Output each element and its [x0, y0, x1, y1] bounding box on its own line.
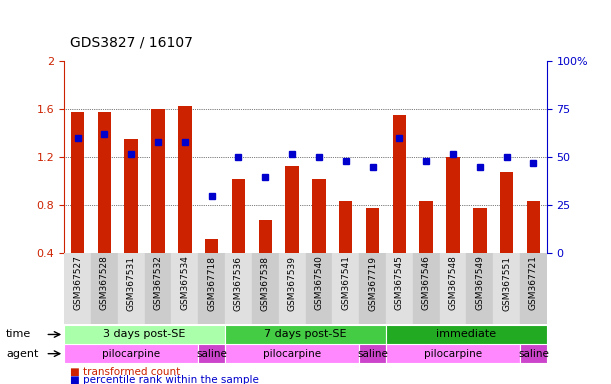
FancyBboxPatch shape: [225, 344, 359, 363]
Bar: [466, 253, 493, 324]
Bar: [332, 253, 359, 324]
Bar: [178, 106, 191, 253]
Bar: [420, 200, 433, 253]
Bar: [493, 253, 520, 324]
Bar: [359, 253, 386, 324]
Bar: [500, 172, 513, 253]
Text: GSM367536: GSM367536: [234, 256, 243, 311]
Bar: [118, 253, 145, 324]
Text: pilocarpine: pilocarpine: [102, 349, 160, 359]
FancyBboxPatch shape: [225, 325, 386, 344]
Text: GSM367538: GSM367538: [261, 256, 270, 311]
Text: pilocarpine: pilocarpine: [263, 349, 321, 359]
Text: GSM367541: GSM367541: [341, 256, 350, 310]
Bar: [64, 253, 91, 324]
Bar: [446, 157, 459, 253]
Bar: [312, 179, 326, 253]
Bar: [393, 116, 406, 253]
Text: GSM367549: GSM367549: [475, 256, 485, 310]
Text: GSM367534: GSM367534: [180, 256, 189, 310]
Bar: [125, 139, 138, 253]
Text: 3 days post-SE: 3 days post-SE: [103, 329, 186, 339]
FancyBboxPatch shape: [198, 344, 225, 363]
Bar: [225, 253, 252, 324]
Bar: [98, 112, 111, 253]
Text: agent: agent: [6, 349, 38, 359]
Bar: [172, 253, 198, 324]
Text: GSM367527: GSM367527: [73, 256, 82, 310]
FancyBboxPatch shape: [386, 344, 520, 363]
FancyBboxPatch shape: [386, 325, 547, 344]
Bar: [386, 253, 413, 324]
Text: GSM367531: GSM367531: [126, 256, 136, 311]
Bar: [252, 253, 279, 324]
Bar: [306, 253, 332, 324]
FancyBboxPatch shape: [359, 344, 386, 363]
FancyBboxPatch shape: [64, 344, 198, 363]
Text: GSM367546: GSM367546: [422, 256, 431, 310]
Bar: [285, 166, 299, 253]
Bar: [439, 253, 466, 324]
Text: GSM367719: GSM367719: [368, 256, 377, 311]
Bar: [527, 200, 540, 253]
Text: GDS3827 / 16107: GDS3827 / 16107: [70, 35, 193, 49]
Text: immediate: immediate: [436, 329, 497, 339]
Bar: [258, 220, 272, 253]
Text: GSM367545: GSM367545: [395, 256, 404, 310]
Text: GSM367532: GSM367532: [153, 256, 163, 310]
Bar: [366, 208, 379, 253]
Text: 7 days post-SE: 7 days post-SE: [264, 329, 347, 339]
Text: GSM367718: GSM367718: [207, 256, 216, 311]
Text: GSM367721: GSM367721: [529, 256, 538, 310]
FancyBboxPatch shape: [64, 325, 225, 344]
Text: saline: saline: [518, 349, 549, 359]
Bar: [473, 208, 486, 253]
Text: pilocarpine: pilocarpine: [424, 349, 482, 359]
Bar: [152, 109, 165, 253]
Text: GSM367540: GSM367540: [315, 256, 323, 310]
Bar: [232, 179, 245, 253]
Text: GSM367548: GSM367548: [448, 256, 458, 310]
Text: GSM367551: GSM367551: [502, 256, 511, 311]
Text: GSM367528: GSM367528: [100, 256, 109, 310]
Text: saline: saline: [357, 349, 388, 359]
Text: time: time: [6, 329, 31, 339]
Text: ■ percentile rank within the sample: ■ percentile rank within the sample: [70, 375, 259, 384]
Bar: [279, 253, 306, 324]
FancyBboxPatch shape: [520, 344, 547, 363]
Text: ■ transformed count: ■ transformed count: [70, 367, 180, 377]
Bar: [71, 112, 84, 253]
Text: saline: saline: [196, 349, 227, 359]
Bar: [520, 253, 547, 324]
Bar: [91, 253, 118, 324]
Bar: [198, 253, 225, 324]
Text: GSM367539: GSM367539: [288, 256, 296, 311]
Bar: [339, 200, 353, 253]
Bar: [205, 239, 218, 253]
Bar: [413, 253, 439, 324]
Bar: [145, 253, 172, 324]
